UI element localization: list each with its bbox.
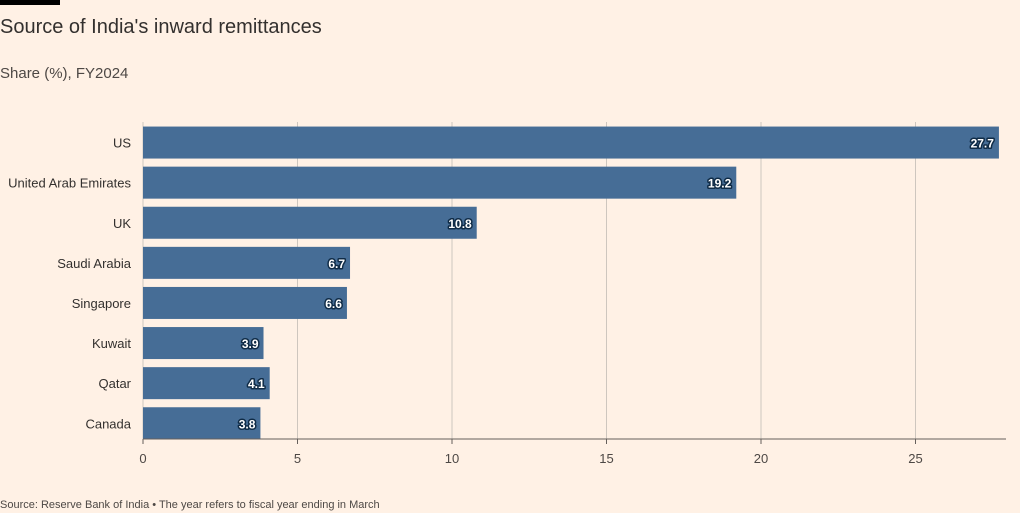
category-label: US <box>113 136 131 151</box>
bar <box>143 246 351 279</box>
x-tick-label: 0 <box>139 451 146 466</box>
bar <box>143 166 737 199</box>
bar <box>143 126 999 159</box>
x-tick-label: 10 <box>445 451 459 466</box>
bar <box>143 407 261 440</box>
value-label: 19.2 <box>708 177 732 191</box>
x-tick-label: 25 <box>908 451 922 466</box>
value-label: 27.7 <box>971 137 995 151</box>
bar <box>143 206 477 239</box>
bar <box>143 327 264 360</box>
category-label: Canada <box>85 416 131 431</box>
x-tick-label: 20 <box>754 451 768 466</box>
category-label: Qatar <box>98 376 131 391</box>
x-axis: 0 5 10 15 20 25 <box>139 438 1006 466</box>
value-label: 6.7 <box>328 257 345 271</box>
bar <box>143 286 347 319</box>
category-label: United Arab Emirates <box>8 176 131 191</box>
bar-layer <box>143 126 999 440</box>
value-label: 10.8 <box>448 217 472 231</box>
x-tick-label: 5 <box>294 451 301 466</box>
chart-title: Source of India's inward remittances <box>0 16 322 38</box>
x-tick-label: 15 <box>599 451 613 466</box>
category-label: Singapore <box>72 296 131 311</box>
source-note: Source: Reserve Bank of India • The year… <box>0 499 380 511</box>
value-label: 3.8 <box>239 417 256 431</box>
chart-subtitle: Share (%), FY2024 <box>0 65 129 82</box>
value-label: 4.1 <box>248 377 265 391</box>
value-label: 3.9 <box>242 337 259 351</box>
label-layer: US 27.7 United Arab Emirates 19.2 UK 10.8 Saud… <box>8 135 996 433</box>
top-rule <box>0 0 60 5</box>
value-label: 6.6 <box>325 297 342 311</box>
bar <box>143 367 270 400</box>
category-label: Saudi Arabia <box>57 256 131 271</box>
category-label: UK <box>113 216 131 231</box>
category-label: Kuwait <box>92 336 131 351</box>
